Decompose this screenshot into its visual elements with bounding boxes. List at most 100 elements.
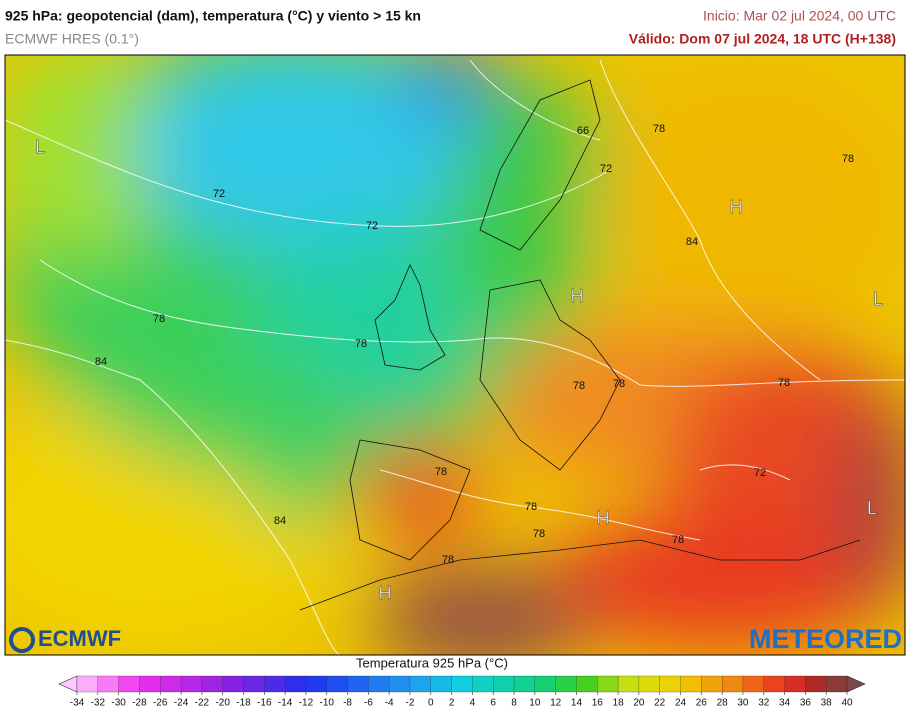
colorbar-cell <box>805 675 827 693</box>
contour-label: 84 <box>95 356 107 368</box>
colorbar-cell <box>430 675 453 693</box>
colorbar-tick-label: -30 <box>111 698 126 709</box>
colorbar-cell <box>160 675 182 693</box>
colorbar-tick-label: 0 <box>428 698 434 709</box>
meteored-logo: METEORED <box>749 624 902 654</box>
map <box>5 55 905 655</box>
colorbar-tick-label: 8 <box>511 698 517 709</box>
colorbar-cell <box>617 675 640 693</box>
title: 925 hPa: geopotencial (dam), temperatura… <box>5 8 421 24</box>
contour-label: 78 <box>573 380 585 392</box>
contour-label: 72 <box>366 220 378 232</box>
colorbar-cell <box>76 675 99 693</box>
colorbar-cell <box>472 675 494 693</box>
contour-label: 72 <box>213 188 225 200</box>
colorbar-tick-label: 22 <box>654 698 666 709</box>
colorbar-cell <box>763 675 786 693</box>
contour-label: 78 <box>442 554 454 566</box>
colorbar-cell <box>597 675 619 693</box>
colorbar-tick-label: -8 <box>343 698 352 709</box>
colorbar-tick-label: 16 <box>592 698 604 709</box>
colorbar-tick-label: 20 <box>633 698 645 709</box>
colorbar-cell <box>826 675 848 693</box>
colorbar-tick-label: 38 <box>821 698 833 709</box>
colorbar-cell <box>701 675 723 693</box>
contour-label: 72 <box>600 163 612 175</box>
pressure-center: L <box>35 137 45 157</box>
colorbar-tick-label: 28 <box>717 698 729 709</box>
colorbar-tick-label: -24 <box>174 698 189 709</box>
colorbar-tick-label: 34 <box>779 698 791 709</box>
colorbar-cell <box>680 675 702 693</box>
colorbar-tick-label: -6 <box>364 698 373 709</box>
colorbar-cell <box>721 675 744 693</box>
contour-label: 78 <box>613 378 625 390</box>
colorbar-tick-label: -34 <box>70 698 85 709</box>
colorbar-tick-label: -20 <box>215 698 230 709</box>
colorbar-tick-label: 2 <box>449 698 455 709</box>
pressure-center: L <box>867 498 877 518</box>
colorbar-tick-label: 10 <box>529 698 541 709</box>
pressure-center: H <box>730 197 743 217</box>
colorbar-cell <box>284 675 307 693</box>
model: ECMWF HRES (0.1°) <box>5 31 139 47</box>
ecmwf-logo: ECMWF <box>38 626 121 651</box>
colorbar-tick-label: 24 <box>675 698 687 709</box>
colorbar-tick-label: -28 <box>132 698 147 709</box>
pressure-center: L <box>873 289 883 309</box>
colorbar-cell <box>118 675 140 693</box>
colorbar-tick-label: 4 <box>470 698 476 709</box>
colorbar-cell <box>243 675 265 693</box>
colorbar-cell <box>659 675 681 693</box>
colorbar-arrow-right <box>846 675 866 693</box>
colorbar-cell <box>201 675 224 693</box>
contour-label: 78 <box>355 338 367 350</box>
colorbar-tick-label: 26 <box>696 698 708 709</box>
colorbar-cell <box>784 675 806 693</box>
colorbar-tick-label: 6 <box>490 698 496 709</box>
colorbar-tick-label: -14 <box>278 698 293 709</box>
colorbar-tick-label: 36 <box>800 698 812 709</box>
colorbar-cell <box>97 675 120 693</box>
colorbar-cell <box>513 675 536 693</box>
contour-label: 78 <box>153 313 165 325</box>
colorbar-cell <box>493 675 515 693</box>
colorbar-arrow-left <box>58 675 78 693</box>
colorbar-cell <box>139 675 161 693</box>
contour-label: 78 <box>653 123 665 135</box>
valid-time: Válido: Dom 07 jul 2024, 18 UTC (H+138) <box>629 31 896 47</box>
pressure-center: H <box>597 508 610 528</box>
colorbar-cell <box>264 675 286 693</box>
colorbar-cell <box>180 675 203 693</box>
colorbar-cell <box>347 675 369 693</box>
ecmwf-icon <box>9 627 35 653</box>
colorbar-tick-label: 30 <box>737 698 749 709</box>
colorbar-cell <box>409 675 432 693</box>
colorbar-tick-label: -2 <box>406 698 415 709</box>
colorbar-cell <box>742 675 765 693</box>
colorbar-tick-label: 18 <box>613 698 625 709</box>
colorbar-cell <box>389 675 411 693</box>
colorbar-tick-label: -18 <box>236 698 251 709</box>
colorbar-cell <box>638 675 661 693</box>
colorbar-tick-label: 40 <box>841 698 853 709</box>
colorbar-tick-label: 12 <box>550 698 562 709</box>
colorbar-tick-label: -10 <box>320 698 335 709</box>
colorbar-cell <box>326 675 348 693</box>
colorbar-tick-label: 14 <box>571 698 583 709</box>
colorbar-tick-label: -32 <box>91 698 106 709</box>
colorbar-cell <box>555 675 577 693</box>
contour-label: 78 <box>533 528 545 540</box>
pressure-center: H <box>379 583 392 603</box>
colorbar-cell <box>576 675 598 693</box>
colorbar-cell <box>451 675 473 693</box>
colorbar-cell <box>534 675 557 693</box>
contour-label: 78 <box>435 466 447 478</box>
colorbar-cell <box>368 675 390 693</box>
contour-label: 78 <box>525 501 537 513</box>
init-time: Inicio: Mar 02 jul 2024, 00 UTC <box>703 8 896 24</box>
colorbar-tick-label: -16 <box>257 698 272 709</box>
contour-label: 78 <box>778 377 790 389</box>
pressure-center: H <box>571 286 584 306</box>
